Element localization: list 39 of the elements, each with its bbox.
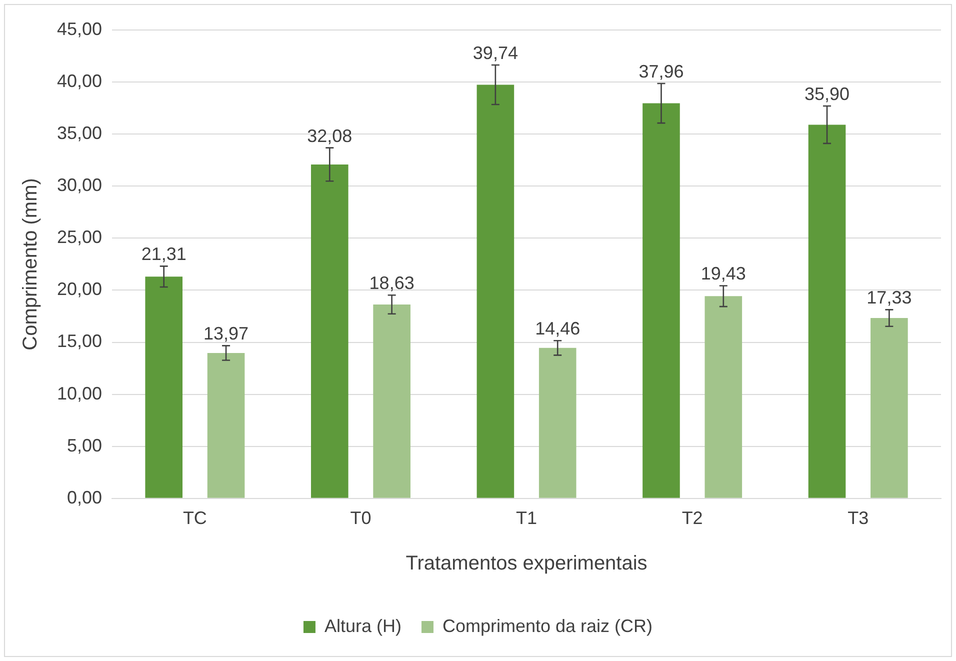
data-label: 32,08 xyxy=(307,126,352,146)
data-label: 19,43 xyxy=(700,264,746,284)
y-tick-label: 5,00 xyxy=(66,435,102,456)
data-label: 21,31 xyxy=(141,244,186,264)
x-tick-label: T3 xyxy=(848,508,869,528)
y-tick-label: 20,00 xyxy=(56,279,102,300)
y-tick-label: 45,00 xyxy=(56,18,102,39)
y-tick-label: 35,00 xyxy=(56,123,102,144)
data-label: 39,74 xyxy=(472,42,518,63)
y-tick-label: 15,00 xyxy=(56,331,102,352)
y-tick-label: 25,00 xyxy=(56,227,102,248)
data-label: 37,96 xyxy=(638,61,684,82)
y-tick-label: 30,00 xyxy=(56,175,102,196)
x-tick-label: T2 xyxy=(682,508,703,528)
data-label: 18,63 xyxy=(369,273,414,294)
y-tick-label: 0,00 xyxy=(66,487,102,508)
data-label: 35,90 xyxy=(804,84,850,104)
bar xyxy=(538,348,576,498)
x-tick-label: T0 xyxy=(350,508,372,528)
data-label: 14,46 xyxy=(535,318,580,339)
y-tick-label: 10,00 xyxy=(56,383,102,404)
x-tick-label: TC xyxy=(182,508,207,528)
bar xyxy=(476,84,514,498)
legend-label: Comprimento da raiz (CR) xyxy=(442,616,653,636)
data-label: 13,97 xyxy=(204,324,249,344)
y-tick-label: 40,00 xyxy=(56,71,102,92)
bar xyxy=(207,352,245,498)
bar xyxy=(808,124,846,498)
x-tick-label: T1 xyxy=(516,508,538,528)
x-axis-title: Tratamentos experimentais xyxy=(406,552,648,575)
bar xyxy=(870,318,908,498)
bar xyxy=(310,164,348,498)
bar xyxy=(145,276,183,498)
data-label: 17,33 xyxy=(866,288,912,308)
bar xyxy=(373,304,410,498)
bar xyxy=(642,103,680,498)
y-axis-title: Comprimento (mm) xyxy=(20,178,42,350)
legend-label: Altura (H) xyxy=(324,616,402,636)
bar xyxy=(704,296,742,498)
